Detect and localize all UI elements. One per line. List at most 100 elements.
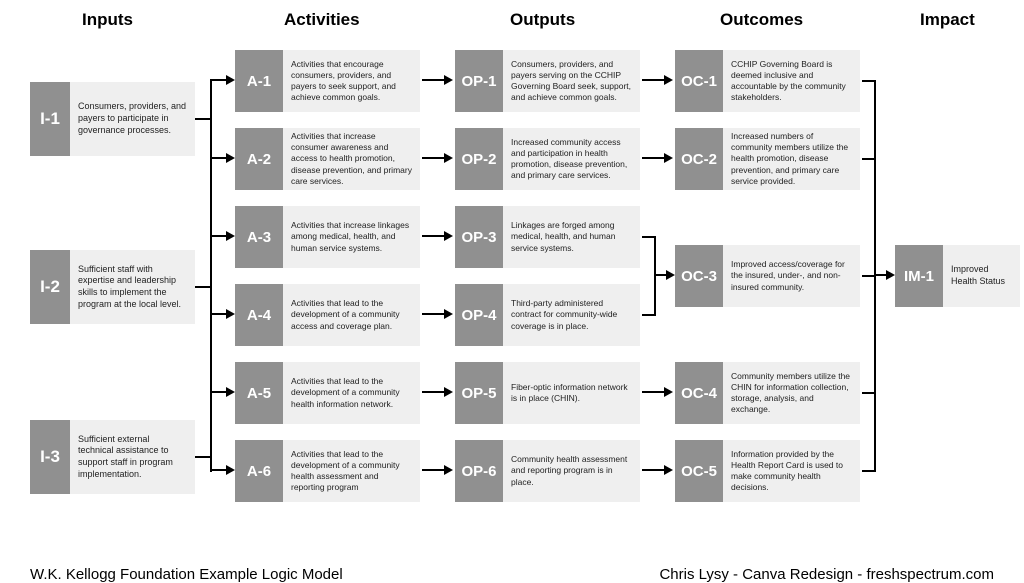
outcome-code: OC-1	[675, 50, 723, 112]
arrow-icon	[210, 309, 235, 319]
output-text: Consumers, providers, and payers serving…	[503, 50, 640, 112]
activity-text: Activities that lead to the development …	[283, 284, 420, 346]
connector	[195, 118, 210, 120]
output-code: OP-3	[455, 206, 503, 268]
impact-code: IM-1	[895, 245, 943, 307]
arrow-icon	[642, 387, 673, 397]
input-text: Consumers, providers, and payers to part…	[70, 82, 195, 156]
input-box-2: I-2 Sufficient staff with expertise and …	[30, 250, 195, 324]
input-box-1: I-1 Consumers, providers, and payers to …	[30, 82, 195, 156]
header-activities: Activities	[284, 10, 360, 30]
activity-code: A-6	[235, 440, 283, 502]
activity-code: A-3	[235, 206, 283, 268]
arrow-icon	[422, 153, 453, 163]
outcome-code: OC-4	[675, 362, 723, 424]
connector	[195, 286, 210, 288]
footer-left: W.K. Kellogg Foundation Example Logic Mo…	[30, 566, 343, 583]
outcome-box-5: OC-5 Information provided by the Health …	[675, 440, 860, 502]
activity-text: Activities that increase linkages among …	[283, 206, 420, 268]
arrow-icon	[422, 75, 453, 85]
outcome-text: CCHIP Governing Board is deemed inclusiv…	[723, 50, 860, 112]
activity-code: A-5	[235, 362, 283, 424]
outcome-code: OC-2	[675, 128, 723, 190]
activity-code: A-2	[235, 128, 283, 190]
activity-text: Activities that lead to the development …	[283, 440, 420, 502]
arrow-icon	[422, 465, 453, 475]
input-code: I-2	[30, 250, 70, 324]
outcome-text: Increased numbers of community members u…	[723, 128, 860, 190]
input-code: I-1	[30, 82, 70, 156]
output-text: Third-party administered contract for co…	[503, 284, 640, 346]
arrow-icon	[210, 387, 235, 397]
outcome-code: OC-3	[675, 245, 723, 307]
activity-box-1: A-1 Activities that encourage consumers,…	[235, 50, 420, 112]
arrow-icon	[210, 75, 235, 85]
outcome-box-2: OC-2 Increased numbers of community memb…	[675, 128, 860, 190]
output-box-2: OP-2 Increased community access and part…	[455, 128, 640, 190]
connector	[642, 236, 654, 238]
diagram-content: I-1 Consumers, providers, and payers to …	[0, 50, 1024, 540]
activity-code: A-4	[235, 284, 283, 346]
header-inputs: Inputs	[82, 10, 133, 30]
input-text: Sufficient staff with expertise and lead…	[70, 250, 195, 324]
arrow-icon	[210, 465, 235, 475]
connector	[195, 456, 210, 458]
header-impact: Impact	[920, 10, 975, 30]
output-box-3: OP-3 Linkages are forged among medical, …	[455, 206, 640, 268]
arrow-icon	[422, 231, 453, 241]
activity-box-4: A-4 Activities that lead to the developm…	[235, 284, 420, 346]
header-row: Inputs Activities Outputs Outcomes Impac…	[0, 10, 1024, 40]
activity-box-5: A-5 Activities that lead to the developm…	[235, 362, 420, 424]
output-box-4: OP-4 Third-party administered contract f…	[455, 284, 640, 346]
input-code: I-3	[30, 420, 70, 494]
output-text: Community health assessment and reportin…	[503, 440, 640, 502]
arrow-icon	[654, 270, 675, 280]
outcome-code: OC-5	[675, 440, 723, 502]
outcome-text: Community members utilize the CHIN for i…	[723, 362, 860, 424]
impact-box-1: IM-1 Improved Health Status	[895, 245, 1020, 307]
activity-text: Activities that increase consumer awaren…	[283, 128, 420, 190]
output-code: OP-4	[455, 284, 503, 346]
header-outputs: Outputs	[510, 10, 575, 30]
outcome-box-3: OC-3 Improved access/coverage for the in…	[675, 245, 860, 307]
output-code: OP-5	[455, 362, 503, 424]
outcome-box-4: OC-4 Community members utilize the CHIN …	[675, 362, 860, 424]
activity-box-3: A-3 Activities that increase linkages am…	[235, 206, 420, 268]
output-code: OP-1	[455, 50, 503, 112]
arrow-icon	[642, 153, 673, 163]
arrow-icon	[210, 231, 235, 241]
header-outcomes: Outcomes	[720, 10, 803, 30]
output-text: Fiber-optic information network is in pl…	[503, 362, 640, 424]
impact-text: Improved Health Status	[943, 245, 1020, 307]
activity-text: Activities that encourage consumers, pro…	[283, 50, 420, 112]
activity-box-2: A-2 Activities that increase consumer aw…	[235, 128, 420, 190]
arrow-icon	[874, 270, 895, 280]
arrow-icon	[422, 387, 453, 397]
output-code: OP-6	[455, 440, 503, 502]
activity-code: A-1	[235, 50, 283, 112]
input-text: Sufficient external technical assistance…	[70, 420, 195, 494]
connector	[642, 314, 654, 316]
arrow-icon	[642, 75, 673, 85]
input-box-3: I-3 Sufficient external technical assist…	[30, 420, 195, 494]
activity-text: Activities that lead to the development …	[283, 362, 420, 424]
connector	[862, 275, 874, 277]
outcome-text: Information provided by the Health Repor…	[723, 440, 860, 502]
output-text: Increased community access and participa…	[503, 128, 640, 190]
output-box-5: OP-5 Fiber-optic information network is …	[455, 362, 640, 424]
connector	[210, 80, 212, 472]
arrow-icon	[422, 309, 453, 319]
output-box-1: OP-1 Consumers, providers, and payers se…	[455, 50, 640, 112]
outcome-box-1: OC-1 CCHIP Governing Board is deemed inc…	[675, 50, 860, 112]
connector	[862, 158, 874, 160]
footer-right: Chris Lysy - Canva Redesign - freshspect…	[659, 566, 994, 583]
connector	[862, 80, 874, 82]
activity-box-6: A-6 Activities that lead to the developm…	[235, 440, 420, 502]
arrow-icon	[210, 153, 235, 163]
connector	[862, 392, 874, 394]
arrow-icon	[642, 465, 673, 475]
connector	[862, 470, 874, 472]
outcome-text: Improved access/coverage for the insured…	[723, 245, 860, 307]
output-box-6: OP-6 Community health assessment and rep…	[455, 440, 640, 502]
output-code: OP-2	[455, 128, 503, 190]
